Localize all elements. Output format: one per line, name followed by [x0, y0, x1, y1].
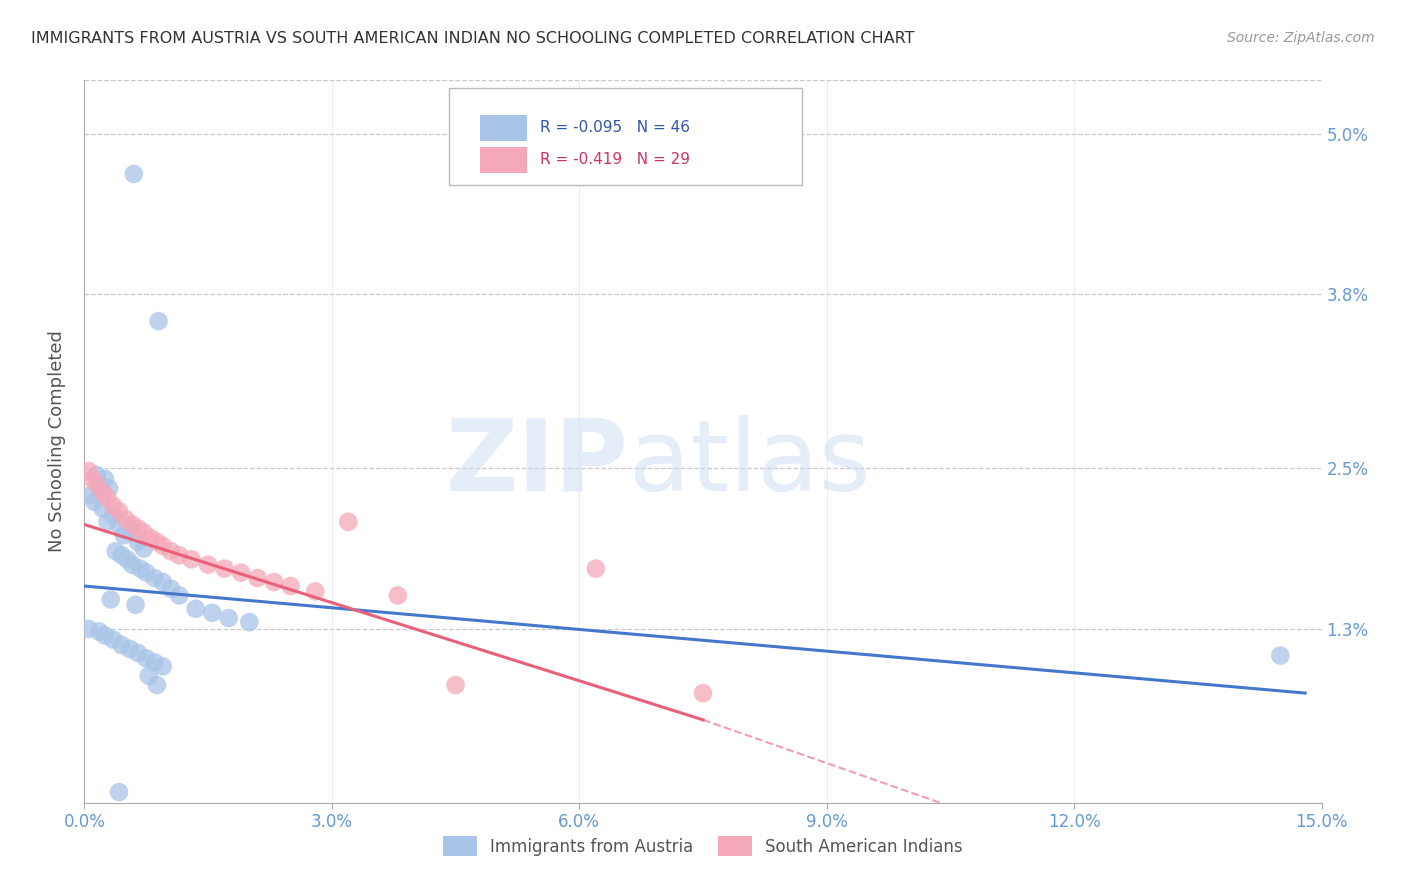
Point	[103, 508, 125, 523]
Point	[103, 632, 125, 647]
Point	[86, 467, 108, 482]
Point	[127, 646, 149, 660]
Point	[100, 592, 122, 607]
Point	[146, 534, 169, 549]
Point	[238, 615, 260, 630]
Point	[110, 548, 132, 563]
Point	[167, 548, 190, 563]
Point	[229, 566, 252, 580]
Point	[127, 521, 149, 535]
Point	[148, 314, 170, 328]
Point	[118, 521, 141, 535]
Point	[304, 584, 326, 599]
Point	[114, 512, 136, 526]
Point	[1270, 648, 1292, 663]
Point	[337, 515, 360, 529]
Y-axis label: No Schooling Completed: No Schooling Completed	[48, 331, 66, 552]
Point	[152, 575, 174, 590]
Point	[135, 651, 157, 665]
Point	[197, 558, 219, 572]
Point	[280, 579, 302, 593]
Point	[112, 528, 135, 542]
Text: IMMIGRANTS FROM AUSTRIA VS SOUTH AMERICAN INDIAN NO SCHOOLING COMPLETED CORRELAT: IMMIGRANTS FROM AUSTRIA VS SOUTH AMERICA…	[31, 31, 914, 46]
Text: ZIP: ZIP	[446, 415, 628, 512]
Text: R = -0.419   N = 29: R = -0.419 N = 29	[540, 152, 690, 167]
Point	[387, 589, 409, 603]
Point	[104, 544, 127, 558]
Point	[139, 531, 162, 545]
Point	[146, 678, 169, 692]
Point	[91, 501, 114, 516]
Point	[143, 655, 166, 669]
Point	[86, 477, 108, 491]
Bar	[481, 146, 527, 172]
Legend: Immigrants from Austria, South American Indians: Immigrants from Austria, South American …	[437, 830, 969, 863]
Point	[160, 582, 183, 596]
Point	[110, 638, 132, 652]
Point	[585, 562, 607, 576]
Point	[89, 624, 111, 639]
Point	[135, 566, 157, 580]
Point	[94, 472, 117, 486]
Point	[444, 678, 467, 692]
Point	[121, 517, 143, 532]
Point	[160, 544, 183, 558]
Point	[121, 558, 143, 572]
Point	[127, 534, 149, 549]
Point	[108, 504, 131, 518]
Text: atlas: atlas	[628, 415, 870, 512]
Point	[138, 669, 160, 683]
FancyBboxPatch shape	[450, 87, 801, 185]
Point	[122, 167, 145, 181]
Point	[80, 488, 103, 502]
Point	[83, 494, 105, 508]
Point	[103, 499, 125, 513]
Point	[152, 539, 174, 553]
Point	[96, 515, 118, 529]
Point	[246, 571, 269, 585]
Point	[124, 598, 146, 612]
Point	[263, 575, 285, 590]
Point	[132, 541, 155, 556]
Point	[214, 562, 236, 576]
Point	[82, 472, 104, 486]
Point	[180, 552, 202, 566]
Point	[117, 552, 139, 566]
Point	[201, 606, 224, 620]
Point	[108, 785, 131, 799]
Point	[129, 562, 152, 576]
Point	[218, 611, 240, 625]
Point	[167, 589, 190, 603]
Point	[94, 628, 117, 642]
Point	[89, 477, 111, 491]
Text: R = -0.095   N = 46: R = -0.095 N = 46	[540, 120, 690, 136]
Point	[77, 464, 100, 478]
Point	[152, 659, 174, 673]
Point	[184, 602, 207, 616]
Point	[132, 525, 155, 540]
Point	[96, 491, 118, 505]
Point	[108, 517, 131, 532]
Bar	[481, 115, 527, 141]
Point	[118, 642, 141, 657]
Point	[692, 686, 714, 700]
Point	[77, 622, 100, 636]
Point	[91, 485, 114, 500]
Point	[98, 481, 121, 495]
Text: Source: ZipAtlas.com: Source: ZipAtlas.com	[1227, 31, 1375, 45]
Point	[143, 571, 166, 585]
